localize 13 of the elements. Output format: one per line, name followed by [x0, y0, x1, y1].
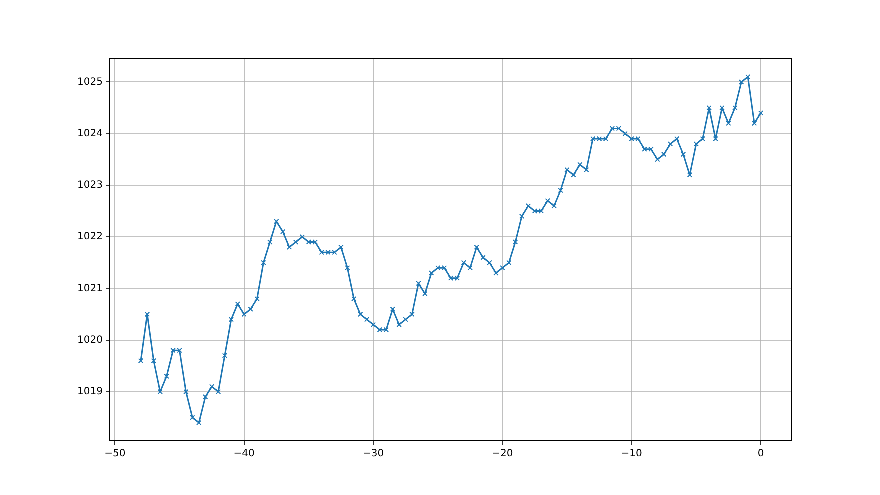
- y-tick-label: 1022: [78, 232, 103, 243]
- y-tick-label: 1023: [78, 180, 103, 192]
- x-tick-label: −20: [492, 448, 514, 460]
- y-tick-label: 1021: [78, 283, 103, 294]
- x-tick-label: −30: [362, 448, 384, 460]
- y-tick-label: 1020: [78, 334, 103, 346]
- x-tick-label: −50: [104, 448, 126, 460]
- x-tick-label: −10: [621, 448, 642, 460]
- x-tick-label: 0: [758, 448, 764, 460]
- x-tick-label: −40: [234, 448, 255, 460]
- y-tick-label: 1025: [78, 76, 103, 88]
- y-tick-label: 1024: [78, 128, 103, 140]
- y-tick-label: 1019: [78, 386, 103, 398]
